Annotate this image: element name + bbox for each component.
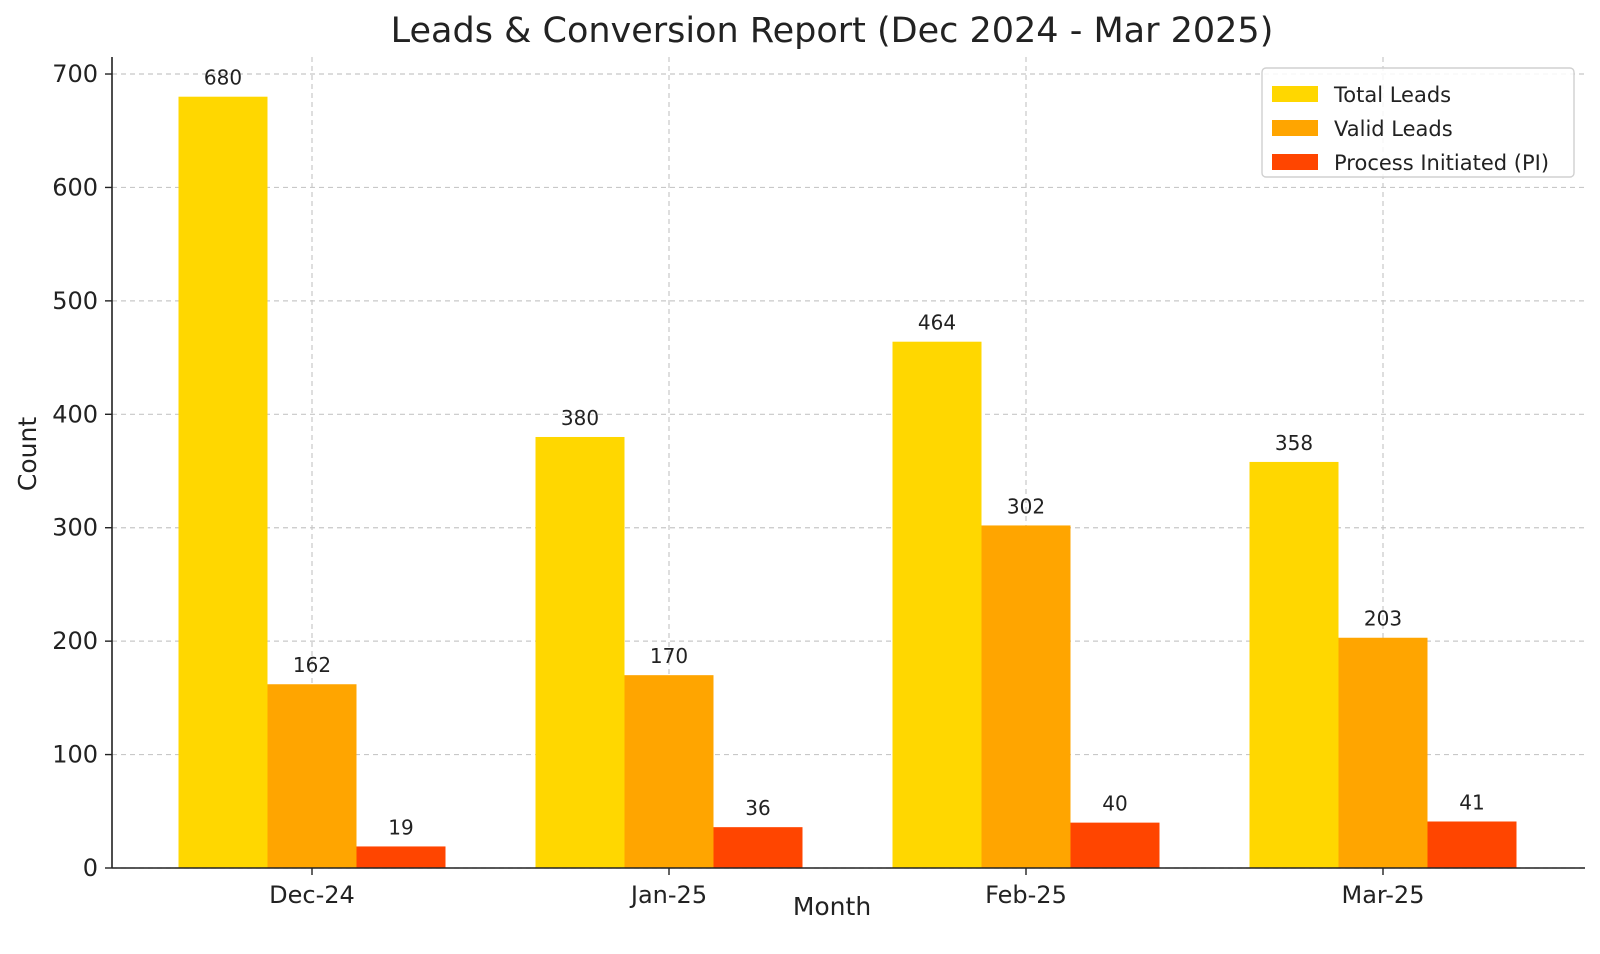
bar-process-initiated-pi-feb-25 bbox=[1070, 822, 1160, 868]
data-labels: 680 162 19 380 170 36 464 302 40 358 203 41 bbox=[204, 66, 1485, 840]
legend-label: Process Initiated (PI) bbox=[1334, 151, 1549, 175]
y-tick-label: 0 bbox=[83, 854, 98, 882]
bar-valid-leads-dec-24 bbox=[267, 684, 357, 868]
y-tick-label: 500 bbox=[52, 287, 98, 315]
data-label: 380 bbox=[561, 406, 599, 430]
data-label: 203 bbox=[1364, 607, 1402, 631]
data-label: 302 bbox=[1007, 494, 1045, 518]
bar-total-leads-feb-25 bbox=[892, 341, 982, 869]
x-tick-label: Feb-25 bbox=[985, 881, 1067, 909]
data-label: 358 bbox=[1275, 431, 1313, 455]
legend-label: Total Leads bbox=[1333, 83, 1451, 107]
data-label: 36 bbox=[745, 796, 770, 820]
y-tick-label: 200 bbox=[52, 627, 98, 655]
x-tick-label: Dec-24 bbox=[269, 881, 355, 909]
legend-swatch bbox=[1272, 120, 1318, 136]
data-label: 162 bbox=[293, 653, 331, 677]
x-tick-label: Jan-25 bbox=[629, 881, 707, 909]
legend: Total Leads Valid Leads Process Initiated … bbox=[1261, 67, 1575, 178]
chart-title: Leads & Conversion Report (Dec 2024 - Ma… bbox=[391, 11, 1274, 51]
data-label: 40 bbox=[1102, 792, 1127, 816]
bar-valid-leads-feb-25 bbox=[981, 525, 1071, 868]
bar-process-initiated-pi-jan-25 bbox=[713, 827, 803, 868]
bars bbox=[178, 96, 1517, 869]
data-label: 41 bbox=[1459, 790, 1484, 814]
y-tick-label: 700 bbox=[52, 60, 98, 88]
y-tick-label: 600 bbox=[52, 173, 98, 201]
data-label: 170 bbox=[650, 644, 688, 668]
legend-label: Valid Leads bbox=[1334, 117, 1453, 141]
legend-swatch bbox=[1272, 154, 1318, 170]
bar-total-leads-jan-25 bbox=[535, 436, 625, 868]
data-label: 19 bbox=[388, 815, 413, 839]
axes: 0 100 200 300 400 500 600 700 Dec-24 Jan-25 Feb-25… bbox=[52, 57, 1585, 909]
y-tick-label: 400 bbox=[52, 400, 98, 428]
bar-process-initiated-pi-dec-24 bbox=[356, 846, 446, 868]
bar-valid-leads-jan-25 bbox=[624, 675, 714, 868]
bar-total-leads-mar-25 bbox=[1249, 461, 1339, 868]
x-tick-label: Mar-25 bbox=[1342, 881, 1425, 909]
x-axis-label: Month bbox=[793, 892, 871, 921]
bar-process-initiated-pi-mar-25 bbox=[1427, 821, 1517, 868]
data-label: 680 bbox=[204, 66, 242, 90]
data-label: 464 bbox=[918, 311, 956, 335]
bar-total-leads-dec-24 bbox=[178, 96, 268, 869]
y-tick-label: 300 bbox=[52, 514, 98, 542]
legend-swatch bbox=[1272, 86, 1318, 102]
legend-box bbox=[1261, 67, 1575, 178]
bar-valid-leads-mar-25 bbox=[1338, 637, 1428, 868]
y-axis-label: Count bbox=[13, 417, 42, 491]
y-tick-label: 100 bbox=[52, 741, 98, 769]
